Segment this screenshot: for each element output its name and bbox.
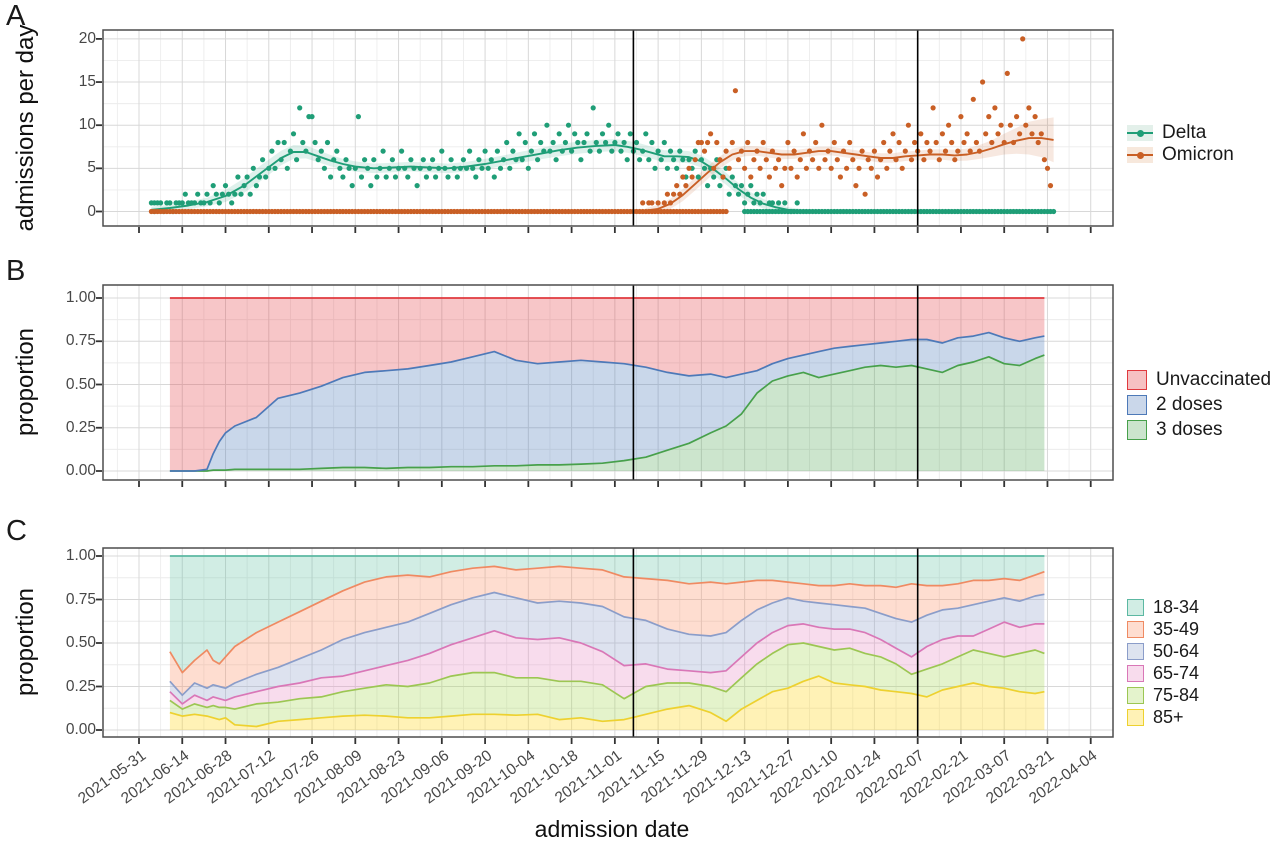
legend-key-swatch [1127,642,1144,660]
legend-key-smooth [1127,125,1153,141]
panel-b-area-unvaccinated [169,298,1045,471]
delta-points [148,105,1057,215]
legend-label: Unvaccinated [1156,368,1272,390]
legend-age-item: 35-49 [1127,618,1199,640]
x-axis-title: admission date [534,816,690,842]
legend-age-item: 65-74 [1127,662,1199,684]
legend-label: 85+ [1153,706,1184,727]
legend-age-item: 18-34 [1127,596,1199,618]
legend-variant: Delta Omicron [1127,122,1234,166]
panel-b-line-2-doses [169,331,1045,472]
delta-smooth-line [151,144,1054,213]
legend-key-swatch [1127,419,1147,440]
legend-variant-item: Delta [1127,122,1234,144]
panel-b-y-tick-label: 1.00 [65,289,96,306]
panel-c-area-35-49 [169,566,1045,696]
legend-label: Omicron [1162,144,1234,165]
panel-a-border [102,29,1114,227]
legend-age-item: 75-84 [1127,684,1199,706]
panel-b-axis-ticks [96,297,1092,487]
legend-label: 35-49 [1153,618,1200,639]
legend-vaccination-item: 3 doses [1127,417,1271,442]
panel-a-y-tick-label: 5 [87,159,96,177]
panel-c-y-tick-label: 0.00 [65,721,96,738]
panel-b-y-tick-label: 0.75 [65,332,96,350]
panel-a-y-tick-label: 10 [78,116,96,134]
panel-b-border [102,284,1114,481]
legend-variant-item: Omicron [1127,144,1234,166]
legend-vaccination-item: Unvaccinated [1127,367,1271,392]
delta-confidence-band [151,139,801,213]
legend-key-swatch [1127,686,1144,704]
panel-a-y-tick-label: 0 [87,202,96,220]
legend-key-swatch [1127,664,1144,682]
panel-c-area-50-64 [169,592,1045,704]
legend-age: 18-34 35-49 50-64 65-74 75-84 85+ [1127,596,1199,728]
panel-c-label: C [6,515,27,547]
legend-age-item: 85+ [1127,706,1199,728]
legend-key-smooth [1127,147,1153,163]
legend-label: 50-64 [1153,640,1200,661]
panel-c-y-tick-label: 0.50 [65,634,96,651]
legend-key-swatch [1127,394,1147,415]
legend-age-item: 50-64 [1127,640,1199,662]
panel-a-y-axis-title: admissions per day [12,24,39,232]
legend-vaccination-item: 2 doses [1127,392,1271,417]
panel-b-area-3-doses [169,355,1045,471]
panel-b-area-2-doses [169,332,1045,471]
panel-b-y-tick-label: 0.00 [65,462,96,479]
legend-key-swatch [1127,620,1144,638]
panel-c-line-75-84 [169,642,1045,710]
panel-c-y-tick-label: 0.75 [65,590,96,608]
panel-b-y-axis-title: proportion [12,327,39,437]
panel-c-line-85- [169,675,1045,728]
panel-c-border [102,547,1114,738]
legend-label: Delta [1162,122,1207,143]
panel-c-y-axis-title: proportion [12,587,39,697]
legend-label: 3 doses [1156,418,1223,440]
panel-c-line-35-49 [169,565,1045,674]
legend-key-swatch [1127,369,1147,390]
panel-b-label: B [6,255,26,287]
panel-b-line-3-doses [169,354,1045,472]
legend-key-swatch [1127,708,1144,726]
legend-label: 2 doses [1156,393,1223,415]
panel-c-y-tick-label: 0.25 [65,677,96,695]
panel-b-y-tick-label: 0.25 [65,418,96,436]
panel-c-area-65-74 [169,622,1045,710]
legend-vaccination: Unvaccinated 2 doses 3 doses [1127,367,1271,442]
omicron-points [148,36,1054,215]
panel-b-y-tick-label: 0.50 [65,375,96,393]
panel-grid [103,30,1113,226]
legend-key-swatch [1127,598,1144,616]
legend-label: 75-84 [1153,684,1200,705]
panel-c-y-tick-label: 1.00 [65,547,96,564]
legend-label: 65-74 [1153,662,1200,683]
omicron-smooth-line [645,137,1054,212]
panel-a-y-tick-label: 15 [78,73,96,91]
panel-c-area-75-84 [169,643,1045,727]
panel-a-axis-ticks [96,38,1092,233]
panel-a-y-tick-label: 20 [78,29,96,47]
panel-c-line-50-64 [169,591,1045,697]
panel-a-label: A [6,0,26,32]
panel-c-axis-ticks [96,555,1092,744]
legend-label: 18-34 [1153,596,1200,617]
panel-c-line-65-74 [169,621,1045,705]
